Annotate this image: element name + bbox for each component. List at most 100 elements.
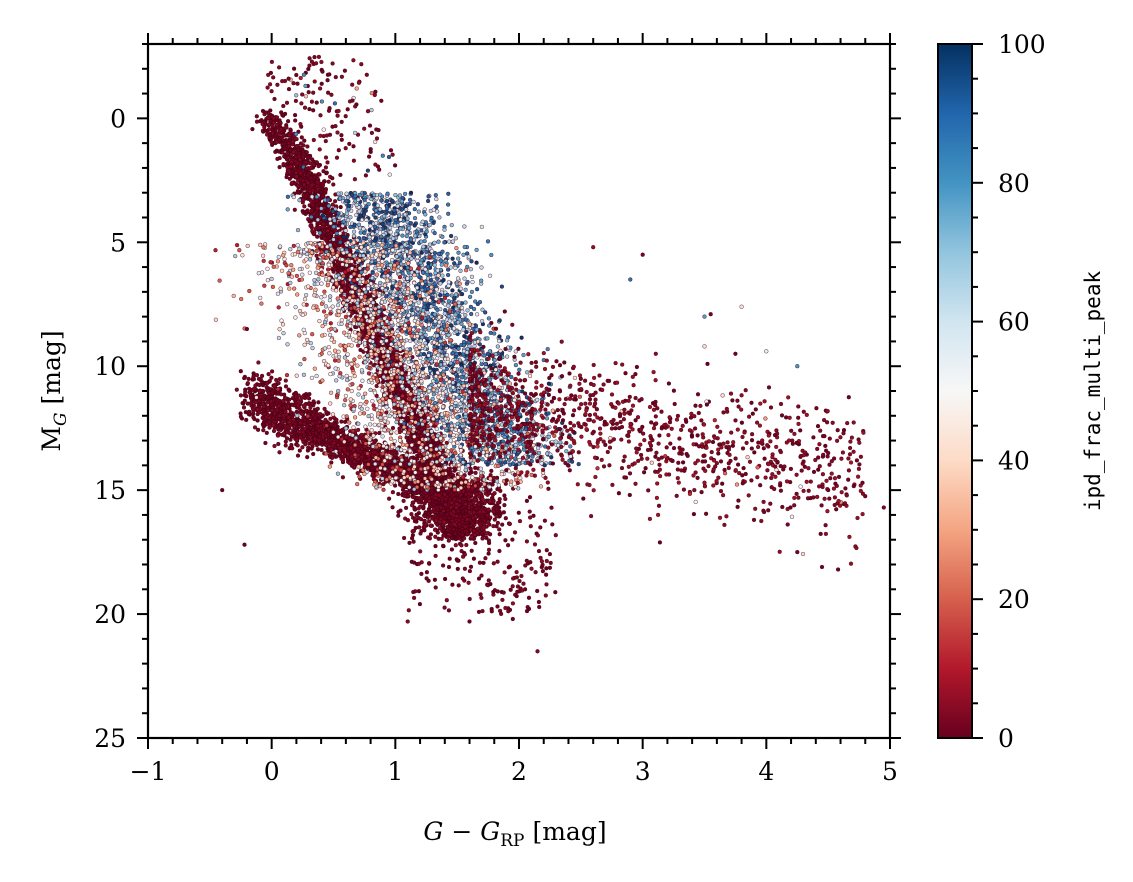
bright-point — [362, 126, 367, 131]
bright-point — [332, 101, 337, 106]
bright-point — [367, 154, 372, 159]
main-sequence-point — [326, 207, 331, 212]
bright-point — [369, 107, 374, 113]
bright-point — [319, 81, 324, 86]
main-sequence-point — [397, 426, 402, 431]
main-sequence-point — [285, 171, 290, 176]
white-dwarf-point — [238, 393, 243, 398]
main-sequence-point — [267, 132, 273, 137]
main-sequence-point — [294, 174, 299, 179]
bright-point — [325, 160, 330, 165]
bright-point — [272, 96, 277, 102]
bright-point — [316, 164, 321, 169]
bright-point — [390, 152, 395, 157]
white-dwarf-point — [293, 391, 298, 396]
main-sequence-point — [377, 336, 382, 341]
main-sequence-point — [314, 198, 319, 203]
bright-point — [269, 59, 274, 64]
bright-point — [317, 147, 322, 152]
white-dwarf-point — [260, 373, 265, 378]
bright-point — [376, 128, 381, 133]
white-dwarf-point — [297, 448, 302, 453]
bright-point — [326, 90, 331, 95]
white-dwarf-point — [272, 443, 277, 449]
main-sequence-point — [321, 181, 326, 186]
white-dwarf-point — [270, 369, 275, 374]
white-dwarf-point — [309, 441, 314, 447]
bright-point — [339, 74, 344, 79]
main-sequence-point — [301, 197, 306, 202]
bright-point — [351, 158, 356, 163]
bright-point — [345, 107, 350, 112]
bright-point — [284, 100, 290, 105]
bright-point — [286, 76, 291, 81]
white-dwarf-point — [387, 496, 392, 501]
main-sequence-point — [333, 263, 338, 269]
white-dwarf-point — [242, 398, 247, 403]
bright-point — [299, 101, 304, 106]
main-sequence-point — [262, 119, 267, 124]
main-sequence-point — [295, 190, 300, 195]
bright-point — [281, 103, 286, 109]
bright-point — [334, 155, 340, 160]
bright-point — [388, 148, 394, 153]
main-sequence-point — [289, 180, 294, 186]
white-dwarf-point — [263, 440, 268, 446]
bright-point — [321, 127, 326, 132]
bright-point — [333, 123, 338, 129]
bright-point — [365, 109, 371, 114]
white-dwarf-point — [277, 377, 282, 382]
main-sequence-point — [419, 433, 424, 438]
white-dwarf-point — [244, 417, 249, 422]
bright-point — [326, 108, 332, 113]
bright-point — [364, 72, 369, 77]
bright-point — [320, 69, 325, 74]
bright-point — [339, 133, 344, 138]
main-sequence-point — [294, 137, 299, 142]
bright-point — [306, 155, 311, 160]
bright-point — [293, 112, 298, 118]
main-sequence-point — [263, 128, 268, 133]
main-sequence-point — [289, 159, 294, 164]
bright-point — [335, 113, 340, 118]
main-sequence-point — [311, 211, 316, 216]
main-sequence-point — [279, 110, 284, 115]
bright-point — [380, 153, 385, 158]
bright-point — [369, 130, 374, 135]
bright-point — [303, 83, 308, 88]
bright-point — [323, 139, 328, 144]
bright-point — [318, 113, 323, 118]
main-sequence-point — [305, 144, 310, 149]
bright-point — [292, 66, 297, 71]
bright-point — [294, 72, 299, 78]
main-sequence-point — [310, 229, 315, 234]
bright-point — [304, 150, 309, 155]
white-dwarf-point — [264, 430, 269, 435]
bright-point — [368, 149, 373, 154]
white-dwarf-point — [340, 475, 345, 480]
main-sequence-point — [281, 133, 286, 138]
main-sequence-point — [309, 179, 314, 184]
bright-point — [373, 139, 378, 144]
bright-point — [300, 92, 305, 97]
white-dwarf-point — [257, 382, 262, 388]
white-dwarf-point — [276, 441, 281, 447]
main-sequence-point — [290, 139, 296, 144]
white-dwarf-point — [315, 447, 320, 452]
bright-point — [298, 75, 303, 81]
bright-point — [351, 144, 356, 149]
bright-point — [298, 171, 303, 176]
white-dwarf-point — [245, 401, 250, 406]
bright-point — [291, 149, 296, 155]
white-dwarf-point — [343, 419, 348, 424]
white-dwarf-point — [285, 430, 290, 435]
bright-point — [286, 86, 292, 92]
main-sequence-point — [319, 190, 324, 195]
white-dwarf-point — [283, 439, 288, 444]
main-sequence-point — [303, 211, 308, 216]
bright-point — [339, 119, 344, 124]
white-dwarf-point — [283, 378, 288, 383]
white-dwarf-point — [234, 387, 239, 392]
bright-point — [277, 65, 282, 70]
white-dwarf-point — [243, 410, 248, 415]
